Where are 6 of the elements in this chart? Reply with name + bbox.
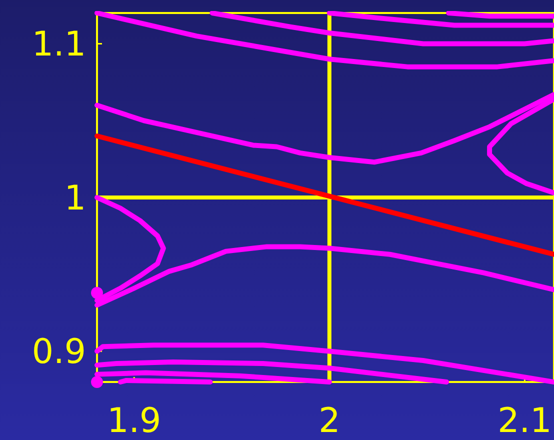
x-tick-label: 1.9 bbox=[107, 401, 162, 440]
x-tick-label: 2.1 bbox=[498, 401, 552, 440]
y-tick-label: 1 bbox=[64, 178, 86, 218]
y-tick-label: 1.1 bbox=[32, 24, 86, 65]
x-tick-label: 2 bbox=[318, 401, 340, 440]
y-tick-label: 0.9 bbox=[32, 332, 86, 372]
